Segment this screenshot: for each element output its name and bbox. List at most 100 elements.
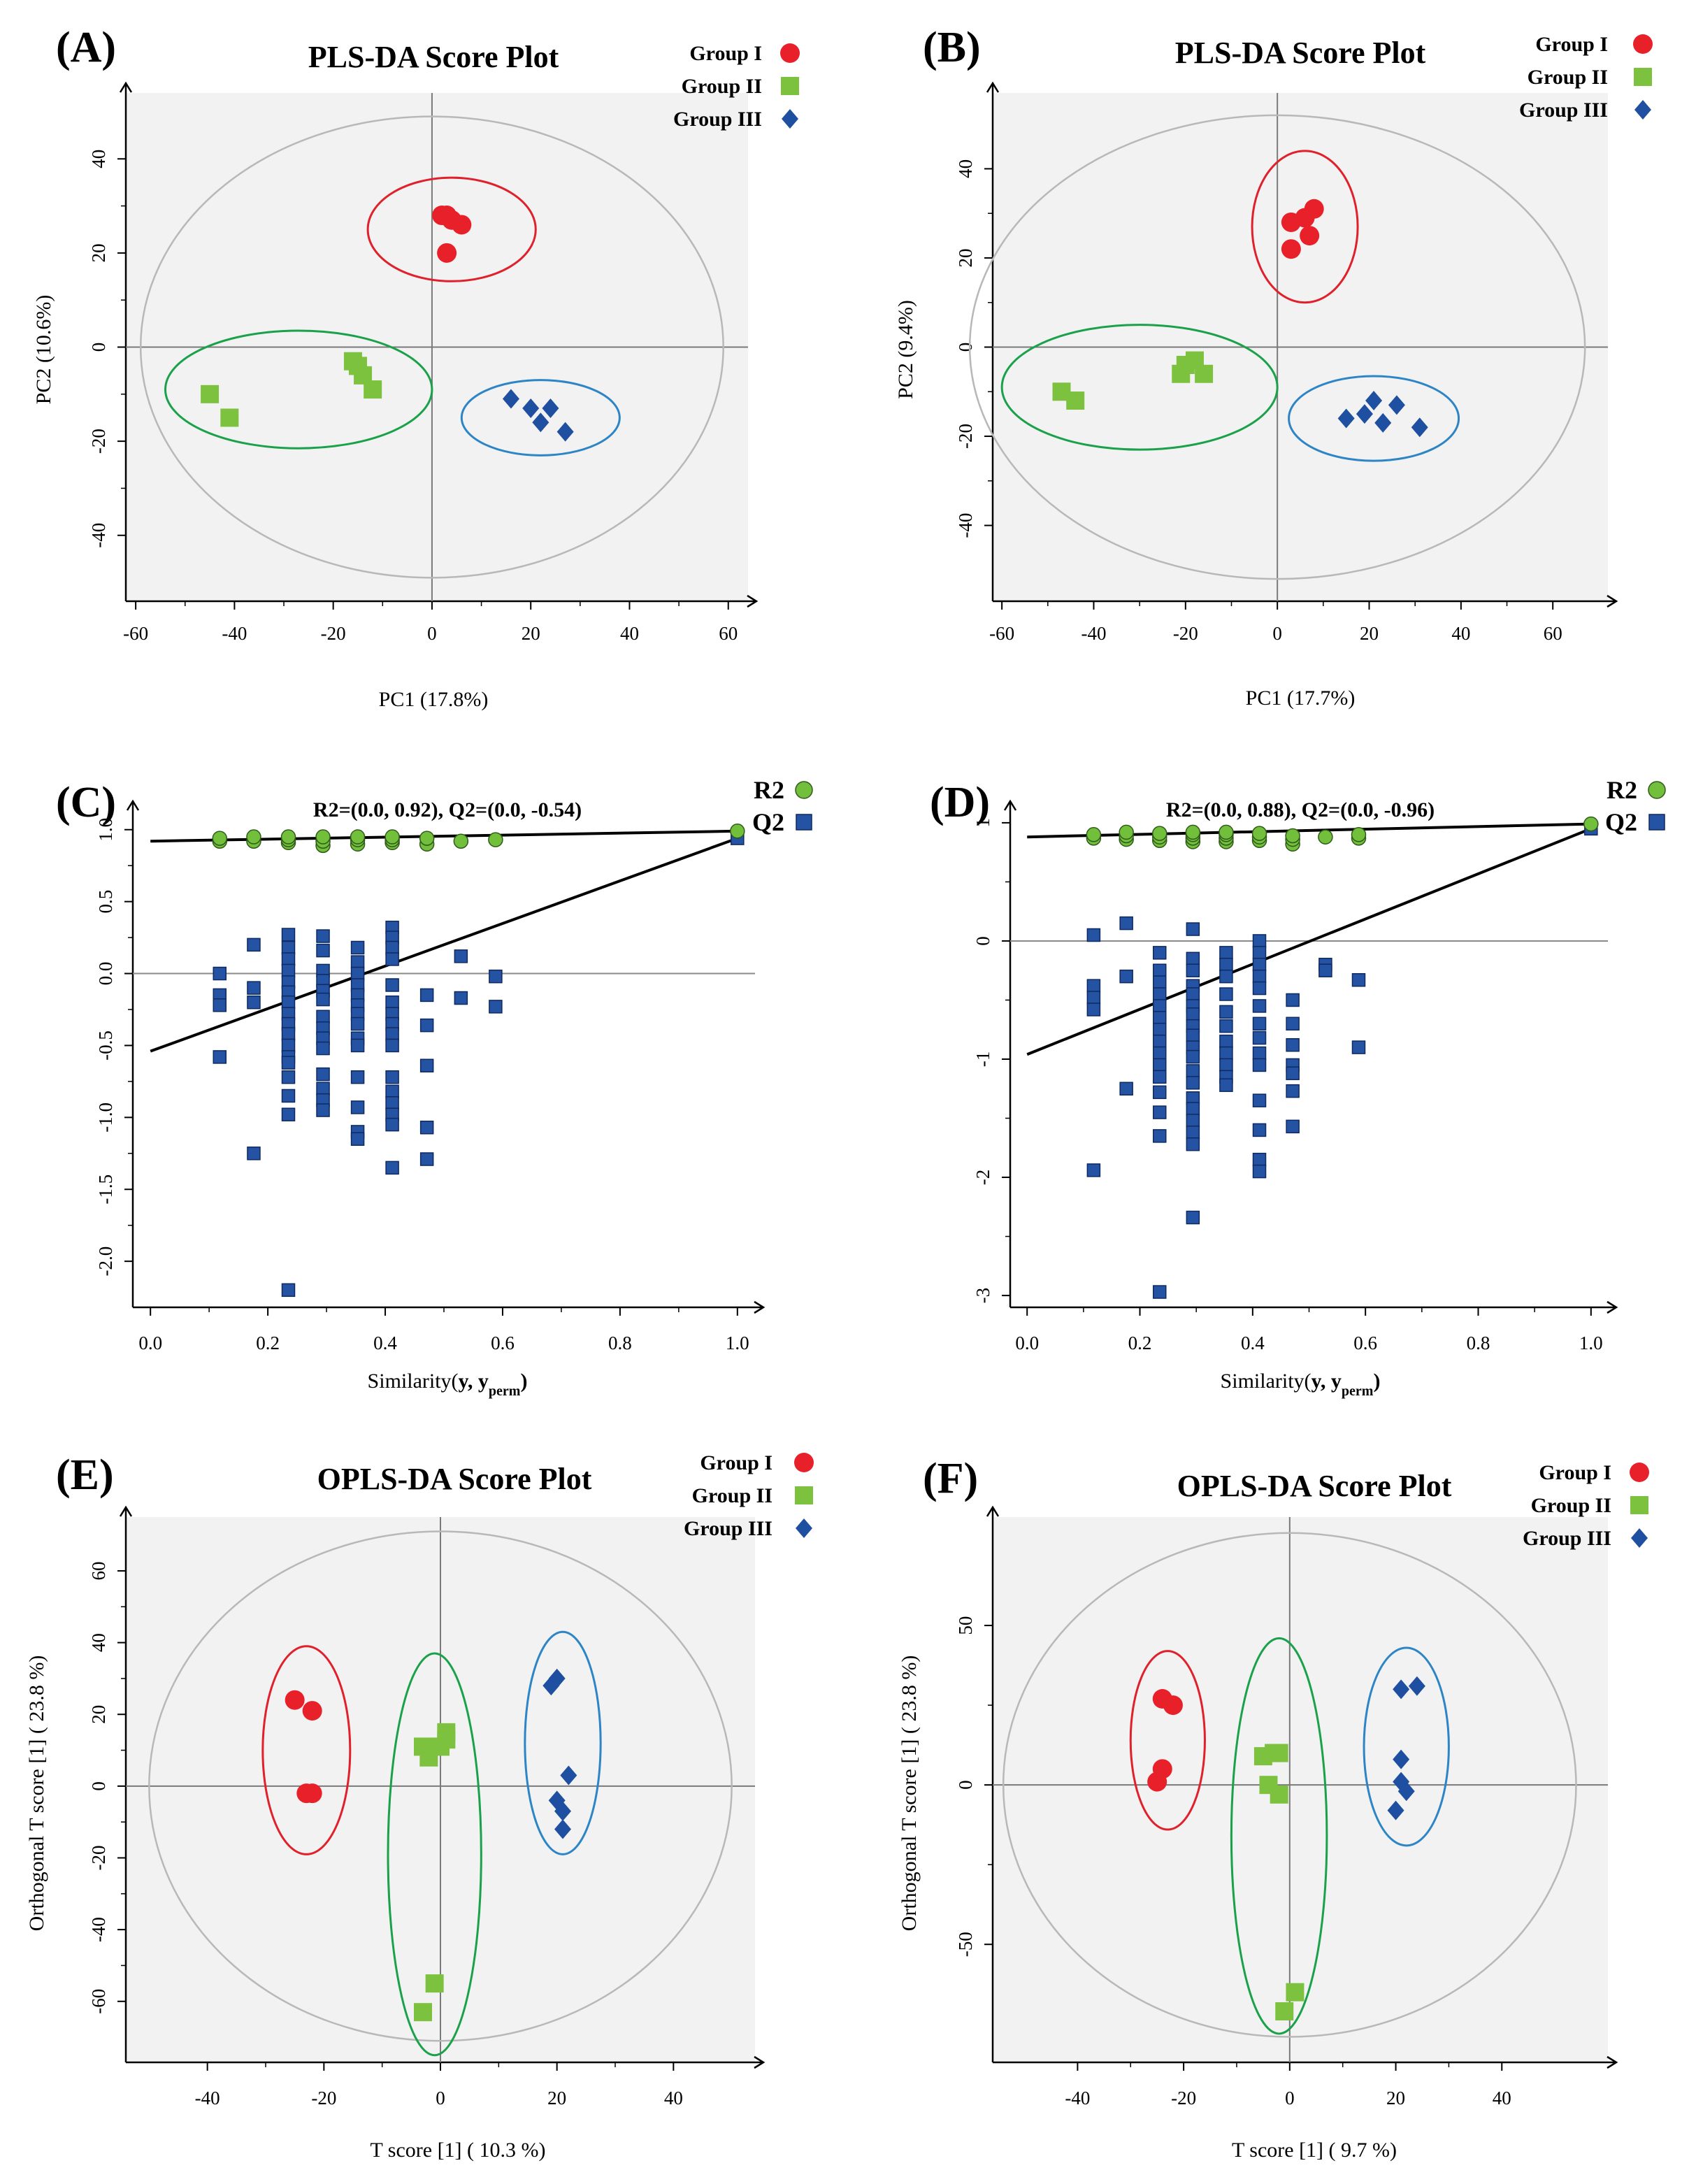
- q2-point: [316, 1082, 330, 1095]
- q2-point: [316, 1041, 330, 1056]
- y-tick-label: 0: [88, 343, 109, 352]
- x-axis-label-part: perm: [489, 1384, 521, 1399]
- data-point: [302, 1783, 322, 1804]
- q2-point: [1252, 999, 1267, 1013]
- y-tick-label: 40: [88, 150, 109, 168]
- y-tick-label: -20: [88, 429, 109, 454]
- r2-point: [1152, 826, 1167, 841]
- legend-marker: [1634, 68, 1652, 86]
- x-axis-label-part: perm: [1342, 1384, 1374, 1399]
- legend-marker: [1630, 1463, 1649, 1482]
- y-tick-label: 0: [955, 343, 976, 352]
- data-point: [302, 1701, 322, 1721]
- y-tick-label: -1: [972, 1051, 993, 1068]
- data-point: [1195, 364, 1214, 383]
- legend-marker: [1648, 781, 1666, 799]
- legend-entry: Group II: [1528, 66, 1608, 89]
- legend-marker: [796, 1518, 812, 1538]
- r2-point: [280, 829, 296, 845]
- q2-point: [1351, 972, 1366, 987]
- hotelling-t2-ellipse: [1002, 1532, 1577, 2038]
- q2-point: [1153, 963, 1167, 977]
- q2-point: [281, 1283, 296, 1298]
- q2-point: [1219, 1078, 1233, 1092]
- q2-point: [281, 963, 296, 978]
- x-tick-label: -40: [1081, 623, 1106, 644]
- data-point: [1163, 1695, 1183, 1716]
- group-ellipse: [524, 1630, 602, 1855]
- q2-point: [1153, 999, 1167, 1013]
- x-tick-label: 60: [1544, 623, 1562, 644]
- q2-point: [350, 1100, 365, 1114]
- x-tick-label: 0.2: [256, 1332, 280, 1353]
- q2-point: [1153, 1070, 1167, 1084]
- q2-point: [1186, 987, 1200, 1001]
- q2-point: [1153, 1085, 1167, 1100]
- q2-point: [281, 1038, 296, 1053]
- q2-point: [1119, 916, 1133, 931]
- data-point: [522, 398, 540, 419]
- q2-point: [1153, 1022, 1167, 1037]
- y-tick-label: -0.5: [95, 1030, 116, 1061]
- q2-point: [1153, 946, 1167, 960]
- legend-entry: Q2: [752, 808, 784, 836]
- q2-point: [350, 940, 365, 955]
- x-tick-label: -40: [1065, 2088, 1090, 2108]
- axis-arrow: [747, 594, 759, 608]
- data-point: [1393, 1679, 1410, 1700]
- y-axis-label: Orthogonal T score [1] ( 23.8 %): [898, 1655, 921, 1932]
- x-axis-label-part: ): [520, 1370, 527, 1393]
- x-tick-label: 40: [1451, 623, 1470, 644]
- x-tick-label: 1.0: [726, 1332, 749, 1353]
- r2-point: [315, 829, 331, 845]
- legend-entry: Group II: [682, 75, 762, 98]
- x-tick-label: 0.6: [1353, 1332, 1377, 1353]
- data-point: [502, 389, 519, 409]
- q2-point: [1153, 987, 1167, 1001]
- q2-point: [1186, 922, 1200, 936]
- q2-point: [1219, 958, 1233, 972]
- q2-point: [1119, 1082, 1133, 1096]
- x-tick-label: 20: [547, 2088, 566, 2108]
- q2-point: [1186, 1028, 1200, 1042]
- q2-point: [1219, 987, 1233, 1001]
- q2-point: [1186, 1210, 1200, 1225]
- q2-point: [385, 1027, 399, 1041]
- group-ellipse: [1288, 375, 1460, 462]
- q2-point: [1186, 1064, 1200, 1078]
- chart-panel-b: (B) PLS-DA Score Plot -60 -40 -20 0 20 40 60 -40 -…: [894, 24, 1653, 710]
- x-tick-label: 0: [1272, 623, 1282, 644]
- x-axis-label-part: ,: [468, 1370, 478, 1393]
- q2-point: [419, 1152, 434, 1166]
- y-tick-label: 0: [88, 1781, 109, 1791]
- q2-point: [1252, 1016, 1267, 1031]
- data-point: [554, 1801, 571, 1821]
- q2-point: [1186, 951, 1200, 966]
- legend-entry: Group I: [1539, 1461, 1611, 1484]
- q2-point: [1086, 991, 1101, 1005]
- data-point: [452, 215, 472, 235]
- x-axis-label: Similarity(y, yperm): [1221, 1370, 1381, 1399]
- x-tick-label: 0.8: [1467, 1332, 1490, 1353]
- data-point: [532, 412, 549, 433]
- q2-point: [1252, 1030, 1267, 1045]
- q2-point: [281, 940, 296, 955]
- axis-arrow: [1003, 799, 1017, 811]
- q2-point: [1252, 1058, 1267, 1072]
- r2-point: [350, 829, 366, 845]
- q2-point: [247, 981, 261, 995]
- q2-point: [1153, 1034, 1167, 1049]
- q2-point: [1186, 1126, 1200, 1140]
- legend-entry: Q2: [1605, 808, 1637, 836]
- q2-point: [1252, 1046, 1267, 1061]
- data-point: [1411, 417, 1428, 438]
- x-tick-label: 40: [1493, 2088, 1511, 2108]
- data-point: [1281, 239, 1301, 259]
- q2-point: [419, 988, 434, 1003]
- x-tick-label: 0.0: [138, 1332, 162, 1353]
- q2-point: [213, 998, 227, 1012]
- q2-point: [247, 937, 261, 952]
- chart-panel-c: (C) R2=(0.0, 0.92), Q2=(0.0, -0.54) 0.0 0.2…: [56, 776, 813, 1399]
- chart-title: R2=(0.0, 0.92), Q2=(0.0, -0.54): [313, 798, 582, 821]
- q2-point: [1252, 969, 1267, 984]
